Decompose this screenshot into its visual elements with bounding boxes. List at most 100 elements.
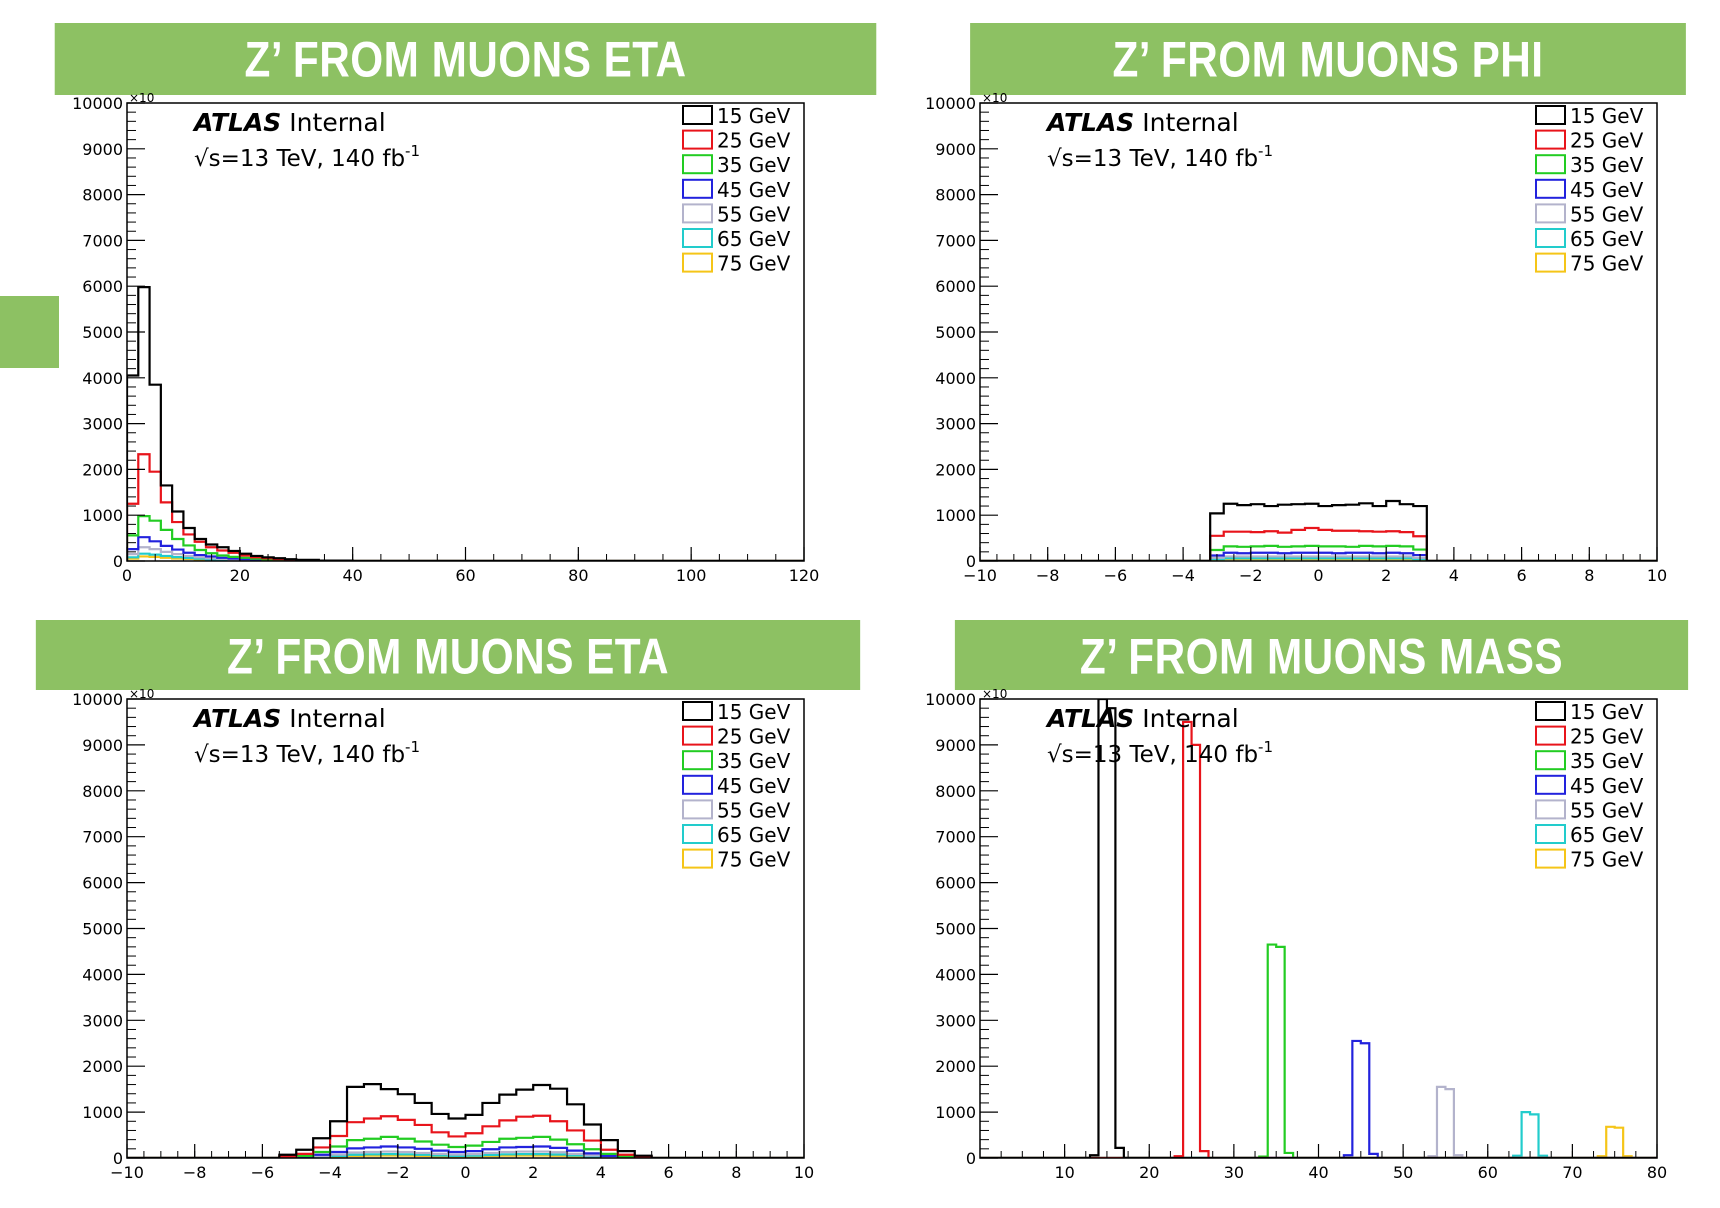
legend-entry: 15 GeV xyxy=(717,700,791,724)
x-tick-label: 80 xyxy=(568,566,588,585)
y-tick-label: 0 xyxy=(966,552,976,571)
y-tick-label: 1000 xyxy=(935,506,976,525)
y-tick-label: 6000 xyxy=(935,277,976,296)
legend-swatch xyxy=(1535,848,1566,869)
x-tick-label: 40 xyxy=(1308,1163,1328,1182)
legend-swatch xyxy=(682,105,713,125)
y-tick-label: 3000 xyxy=(935,415,976,434)
legend-swatch xyxy=(682,701,713,721)
x-tick-label: −2 xyxy=(386,1163,410,1182)
legend-swatch xyxy=(682,252,713,273)
legend-entry: 45 GeV xyxy=(717,774,791,798)
y-tick-label: 0 xyxy=(966,1149,976,1168)
banner-eta-top-label: Z’ FROM MUONS ETA xyxy=(244,30,687,88)
y-tick-label: 2000 xyxy=(82,460,123,479)
x-tick-label: 4 xyxy=(596,1163,606,1182)
series-65-gev xyxy=(980,1111,1657,1158)
legend-entry: 45 GeV xyxy=(717,178,791,202)
y-tick-label: 10000 xyxy=(72,690,123,709)
x-tick-label: −2 xyxy=(1239,566,1263,585)
series-group xyxy=(980,699,1657,1158)
legend-entry: 55 GeV xyxy=(1570,202,1644,226)
legend-entry: 25 GeV xyxy=(717,129,791,153)
banner-eta-top: Z’ FROM MUONS ETA xyxy=(54,23,877,95)
y-tick-label: 2000 xyxy=(82,1057,123,1076)
y-tick-label: 0 xyxy=(113,552,123,571)
x-tick-label: −8 xyxy=(183,1163,207,1182)
x-tick-label: 10 xyxy=(794,1163,814,1182)
energy-lumi-label: √s=13 TeV, 140 fb-1 xyxy=(1047,142,1273,172)
atlas-label: ATLAS Internal xyxy=(1045,108,1239,137)
legend-swatch xyxy=(1535,105,1566,125)
y-exponent-label: ×10 xyxy=(982,687,1007,701)
banner-phi-label: Z’ FROM MUONS PHI xyxy=(1112,30,1544,88)
y-tick-label: 5000 xyxy=(82,323,123,342)
legend-entry: 55 GeV xyxy=(717,798,791,822)
legend-entry: 75 GeV xyxy=(1570,252,1644,276)
y-tick-label: 5000 xyxy=(935,323,976,342)
y-tick-label: 8000 xyxy=(935,782,976,801)
banner-mass-label: Z’ FROM MUONS MASS xyxy=(1079,627,1564,685)
legend-swatch xyxy=(1535,824,1566,844)
energy-lumi-label: √s=13 TeV, 140 fb-1 xyxy=(1047,738,1273,768)
legend-swatch xyxy=(682,178,713,199)
atlas-label: ATLAS Internal xyxy=(1045,704,1239,733)
x-tick-label: 60 xyxy=(455,566,475,585)
legend-swatch xyxy=(1535,154,1566,175)
y-tick-label: 3000 xyxy=(82,1011,123,1030)
legend-swatch xyxy=(682,799,713,820)
legend-swatch xyxy=(1535,228,1566,248)
legend-swatch xyxy=(682,203,713,224)
y-tick-label: 7000 xyxy=(82,828,123,847)
legend-swatch xyxy=(1535,203,1566,224)
series-45-gev xyxy=(980,1039,1657,1158)
y-tick-label: 7000 xyxy=(82,231,123,250)
x-tick-label: 2 xyxy=(528,1163,538,1182)
y-tick-label: 6000 xyxy=(935,874,976,893)
legend-swatch xyxy=(1535,774,1566,795)
legend-entry: 75 GeV xyxy=(717,252,791,276)
y-tick-label: 4000 xyxy=(935,965,976,984)
legend-entry: 35 GeV xyxy=(717,153,791,177)
x-tick-label: 4 xyxy=(1449,566,1459,585)
legend-swatch xyxy=(682,824,713,844)
x-tick-label: 30 xyxy=(1224,1163,1244,1182)
y-tick-label: 3000 xyxy=(82,415,123,434)
x-tick-label: −4 xyxy=(318,1163,342,1182)
y-tick-label: 7000 xyxy=(935,231,976,250)
banner-eta-bottom: Z’ FROM MUONS ETA xyxy=(35,620,861,690)
y-tick-label: 8000 xyxy=(82,186,123,205)
legend-entry: 25 GeV xyxy=(717,725,791,749)
energy-lumi-label: √s=13 TeV, 140 fb-1 xyxy=(194,142,420,172)
y-tick-label: 8000 xyxy=(82,782,123,801)
legend-entry: 35 GeV xyxy=(1570,749,1644,773)
legend-swatch xyxy=(682,228,713,248)
x-tick-label: 60 xyxy=(1478,1163,1498,1182)
y-tick-label: 4000 xyxy=(82,965,123,984)
y-tick-label: 1000 xyxy=(935,1103,976,1122)
x-tick-label: 120 xyxy=(789,566,820,585)
legend-entry: 15 GeV xyxy=(1570,104,1644,128)
x-tick-label: −10 xyxy=(110,1163,144,1182)
x-tick-label: 6 xyxy=(664,1163,674,1182)
x-tick-label: 70 xyxy=(1562,1163,1582,1182)
legend-swatch xyxy=(682,774,713,795)
x-tick-label: 50 xyxy=(1393,1163,1413,1182)
legend-entry: 15 GeV xyxy=(717,104,791,128)
y-tick-label: 9000 xyxy=(82,140,123,159)
legend-entry: 25 GeV xyxy=(1570,725,1644,749)
y-exponent-label: ×10 xyxy=(982,91,1007,105)
x-tick-label: 100 xyxy=(676,566,707,585)
legend-swatch xyxy=(1535,252,1566,273)
y-tick-label: 0 xyxy=(113,1149,123,1168)
legend-entry: 65 GeV xyxy=(717,227,791,251)
y-tick-label: 5000 xyxy=(82,920,123,939)
legend-swatch xyxy=(682,848,713,869)
legend-swatch xyxy=(682,725,713,746)
x-tick-label: 40 xyxy=(342,566,362,585)
y-tick-label: 10000 xyxy=(925,690,976,709)
y-tick-label: 9000 xyxy=(935,140,976,159)
legend-swatch xyxy=(1535,799,1566,820)
